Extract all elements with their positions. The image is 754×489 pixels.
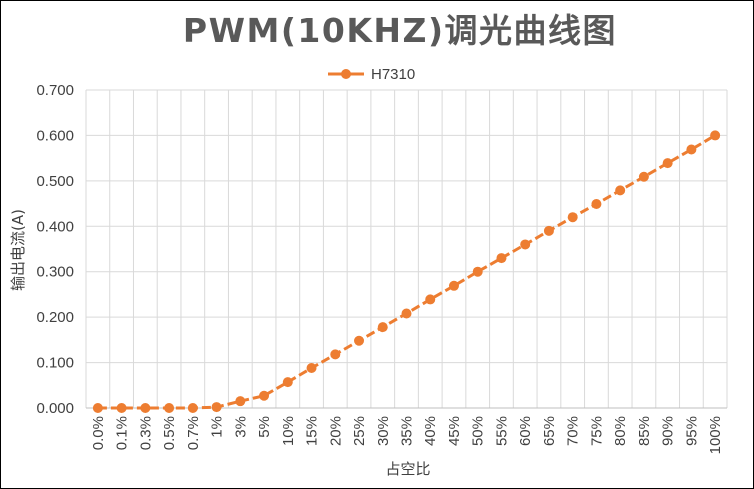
data-point (187, 403, 198, 413)
x-tick-label: 10% (280, 416, 297, 446)
y-tick-label: 0.100 (36, 355, 74, 372)
data-point (662, 158, 673, 169)
x-tick-label: 0.0% (90, 416, 107, 450)
y-tick-label: 0.700 (36, 82, 74, 99)
y-tick-label: 0.600 (36, 127, 74, 144)
x-tick-label: 40% (422, 416, 439, 446)
x-tick-label: 90% (660, 416, 677, 446)
gridlines (85, 89, 728, 408)
x-tick-label: 70% (565, 416, 582, 446)
data-point (377, 322, 388, 333)
data-point (496, 253, 507, 264)
data-point (638, 171, 649, 182)
data-point (164, 403, 175, 413)
x-tick-label: 55% (493, 416, 510, 446)
x-tick-label: 85% (636, 416, 653, 446)
data-point (710, 130, 721, 141)
data-point (543, 225, 554, 236)
y-axis-title: 输出电流(A) (9, 209, 27, 291)
x-axis-ticks: 0.0% 0.1% 0.3% 0.5% 0.7% 1% 3% 5% 10% 15% 20% 25% 30… (90, 416, 724, 454)
y-tick-label: 0.300 (36, 264, 74, 281)
legend: H7310 (328, 66, 415, 83)
y-tick-label: 0.000 (36, 400, 74, 417)
x-tick-label: 45% (446, 416, 463, 446)
data-point (211, 402, 222, 413)
data-point (330, 349, 341, 360)
y-axis-ticks: 0.000 0.100 0.200 0.300 0.400 0.500 0.600 0.700 (36, 82, 74, 417)
x-tick-label: 5% (256, 416, 273, 438)
x-tick-label: 15% (304, 416, 321, 446)
data-point (686, 144, 697, 155)
data-point (92, 403, 103, 413)
data-point (235, 396, 246, 407)
legend-marker-icon (341, 69, 351, 79)
series-h7310 (92, 130, 721, 413)
data-point (306, 363, 317, 374)
x-tick-label: 20% (327, 416, 344, 446)
x-tick-label: 75% (588, 416, 605, 446)
data-point (591, 199, 602, 210)
x-tick-label: 50% (470, 416, 487, 446)
data-point (259, 390, 270, 401)
chart-title: PWM(10KHZ)调光曲线图 (183, 11, 617, 50)
data-point (425, 294, 436, 305)
y-tick-label: 0.200 (36, 309, 74, 326)
x-tick-label: 25% (351, 416, 368, 446)
x-tick-label: 0.1% (114, 416, 131, 450)
x-tick-label: 60% (517, 416, 534, 446)
x-tick-label: 3% (232, 416, 249, 438)
data-point (448, 280, 459, 291)
legend-label: H7310 (371, 66, 415, 83)
x-tick-label: 35% (399, 416, 416, 446)
x-tick-label: 0.5% (161, 416, 178, 450)
y-tick-label: 0.500 (36, 173, 74, 190)
data-point (140, 403, 151, 413)
x-axis-title: 占空比 (385, 460, 430, 478)
y-tick-label: 0.400 (36, 218, 74, 235)
x-tick-label: 0.3% (137, 416, 154, 450)
data-point (520, 239, 531, 250)
x-tick-label: 30% (375, 416, 392, 446)
data-point (401, 308, 412, 319)
x-tick-label: 1% (209, 416, 226, 438)
x-tick-label: 100% (707, 416, 724, 454)
x-tick-label: 95% (683, 416, 700, 446)
data-point (567, 212, 578, 223)
data-point (282, 377, 293, 388)
x-tick-label: 80% (612, 416, 629, 446)
data-point (472, 266, 483, 277)
data-point (354, 335, 365, 346)
x-tick-label: 65% (541, 416, 558, 446)
x-tick-label: 0.7% (185, 416, 202, 450)
data-point (615, 185, 626, 196)
data-point (116, 403, 127, 413)
